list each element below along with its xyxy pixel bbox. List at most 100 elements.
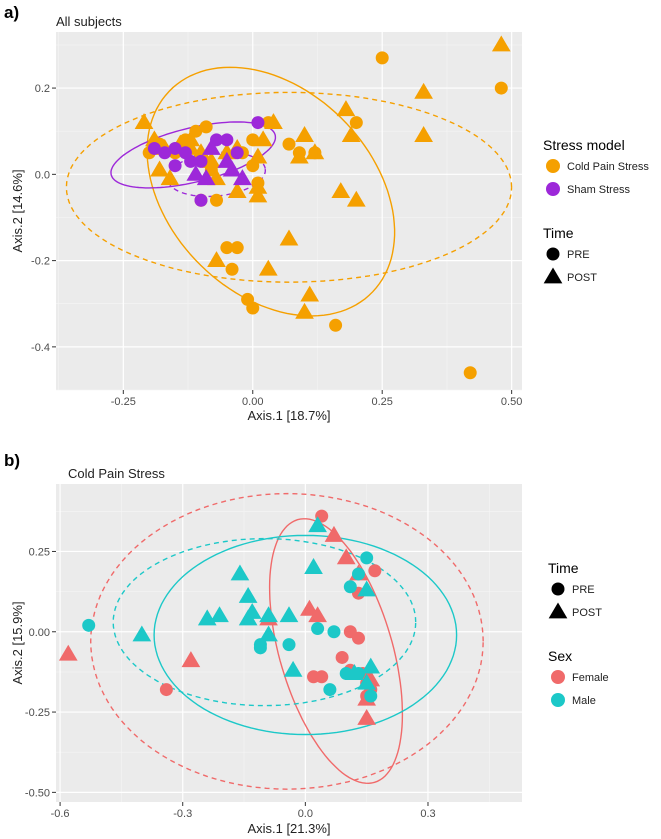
legend-key <box>546 159 560 173</box>
x-tick-label: 0.25 <box>371 396 392 408</box>
point-cold-pain-stress-post <box>305 143 325 160</box>
point-cold-pain-stress-post <box>290 147 309 164</box>
plot-area <box>65 35 513 380</box>
point-cold-pain-stress-post <box>414 82 433 99</box>
point-male-pre <box>253 641 267 655</box>
point-cold-pain-stress-pre <box>225 262 239 276</box>
panel-b-label: b) <box>4 451 20 470</box>
point-sham-stress-post <box>222 160 242 177</box>
point-cold-pain-stress-pre <box>375 51 389 65</box>
point-male-pre <box>82 618 96 632</box>
y-tick-label: -0.2 <box>31 256 50 268</box>
legend-key <box>548 602 568 619</box>
point-cold-pain-stress-post <box>346 190 366 207</box>
point-female-post <box>336 548 356 565</box>
legend-key <box>546 182 560 196</box>
point-female-pre <box>335 650 349 664</box>
legend-key <box>551 582 565 596</box>
point-female-post <box>324 525 344 542</box>
point-male-pre <box>364 689 378 703</box>
point-male-post <box>361 657 381 674</box>
point-cold-pain-stress-post <box>160 169 180 186</box>
point-sham-stress-pre <box>220 133 234 147</box>
point-female-pre <box>159 683 173 697</box>
legend-title: Stress model <box>543 137 625 153</box>
point-cold-pain-stress-post <box>207 251 226 268</box>
point-cold-pain-stress-post <box>295 302 314 319</box>
ellipse-sham-stress-post <box>166 151 266 198</box>
point-female-post <box>357 708 377 725</box>
point-male-post <box>345 664 364 680</box>
point-cold-pain-stress-post <box>253 130 273 147</box>
y-axis-title: Axis.2 [15.9%] <box>10 601 25 684</box>
point-male-pre <box>351 567 365 581</box>
legend-label: Female <box>572 672 609 684</box>
ellipse-cold-pain-stress-post <box>65 91 513 283</box>
point-male-pre <box>311 622 325 636</box>
point-female-pre <box>368 564 382 578</box>
point-cold-pain-stress-post <box>191 143 211 160</box>
point-cold-pain-stress-post <box>248 186 268 203</box>
point-male-post <box>357 673 377 690</box>
point-cold-pain-stress-post <box>295 126 314 142</box>
legend-label: POST <box>572 607 602 619</box>
point-sham-stress-pre <box>230 146 244 160</box>
point-sham-stress-pre <box>251 116 265 130</box>
point-cold-pain-stress-pre <box>282 137 296 151</box>
point-cold-pain-stress-post <box>145 130 164 147</box>
point-sham-stress-post <box>186 164 206 181</box>
point-cold-pain-stress-pre <box>463 366 477 380</box>
point-cold-pain-stress-pre <box>210 193 224 207</box>
point-cold-pain-stress-pre <box>494 81 508 95</box>
point-sham-stress-pre <box>168 141 182 155</box>
legend-title: Time <box>543 225 574 241</box>
point-sham-stress-pre <box>184 154 198 168</box>
plot-panel <box>56 32 522 390</box>
ellipse-female-pre <box>268 518 404 785</box>
point-cold-pain-stress-post <box>248 177 268 194</box>
ellipse-male-post <box>112 537 417 707</box>
point-cold-pain-stress-post <box>258 259 278 276</box>
y-tick-label: 0.2 <box>35 83 50 95</box>
point-sham-stress-pre <box>158 146 172 160</box>
legend-title: Sex <box>548 648 572 664</box>
ellipse-female-post <box>89 492 484 790</box>
point-male-post <box>357 580 377 597</box>
y-tick-label: 0.0 <box>35 169 50 181</box>
x-axis-title: Axis.1 [21.3%] <box>247 821 330 836</box>
y-tick-label: 0.00 <box>29 627 50 639</box>
x-tick-label: 0.00 <box>242 396 263 408</box>
point-cold-pain-stress-post <box>227 182 247 199</box>
point-sham-stress-post <box>233 169 252 186</box>
point-cold-pain-stress-pre <box>246 301 260 315</box>
point-cold-pain-stress-pre <box>230 241 244 255</box>
x-tick-label: -0.6 <box>51 808 70 820</box>
chart-title: All subjects <box>56 14 122 29</box>
point-cold-pain-stress-post <box>134 113 154 130</box>
point-cold-pain-stress-pre <box>329 318 343 332</box>
legend-key <box>546 247 560 261</box>
point-male-post <box>210 606 229 623</box>
point-male-post <box>230 564 250 581</box>
gridlines <box>56 32 522 391</box>
point-cold-pain-stress-post <box>300 285 320 302</box>
legend-key <box>543 267 563 284</box>
point-sham-stress-post <box>196 169 216 186</box>
legend-label: POST <box>567 272 597 284</box>
point-male-post <box>238 586 258 603</box>
legend-title: Time <box>548 560 579 576</box>
point-male-post <box>308 516 327 533</box>
y-tick-label: -0.25 <box>25 707 50 719</box>
point-male-post <box>304 558 323 574</box>
series-male-post <box>132 516 381 690</box>
point-female-post <box>58 644 78 661</box>
legend-time: Time PRE POST <box>543 225 597 284</box>
point-cold-pain-stress-pre <box>220 241 234 255</box>
legend-label: PRE <box>567 249 590 261</box>
series-sham-stress-post <box>186 138 252 186</box>
x-axis-title: Axis.1 [18.7%] <box>247 408 330 423</box>
point-male-post <box>279 606 299 623</box>
x-tick-label: 0.50 <box>501 396 522 408</box>
ellipse-male-pre <box>153 534 458 736</box>
